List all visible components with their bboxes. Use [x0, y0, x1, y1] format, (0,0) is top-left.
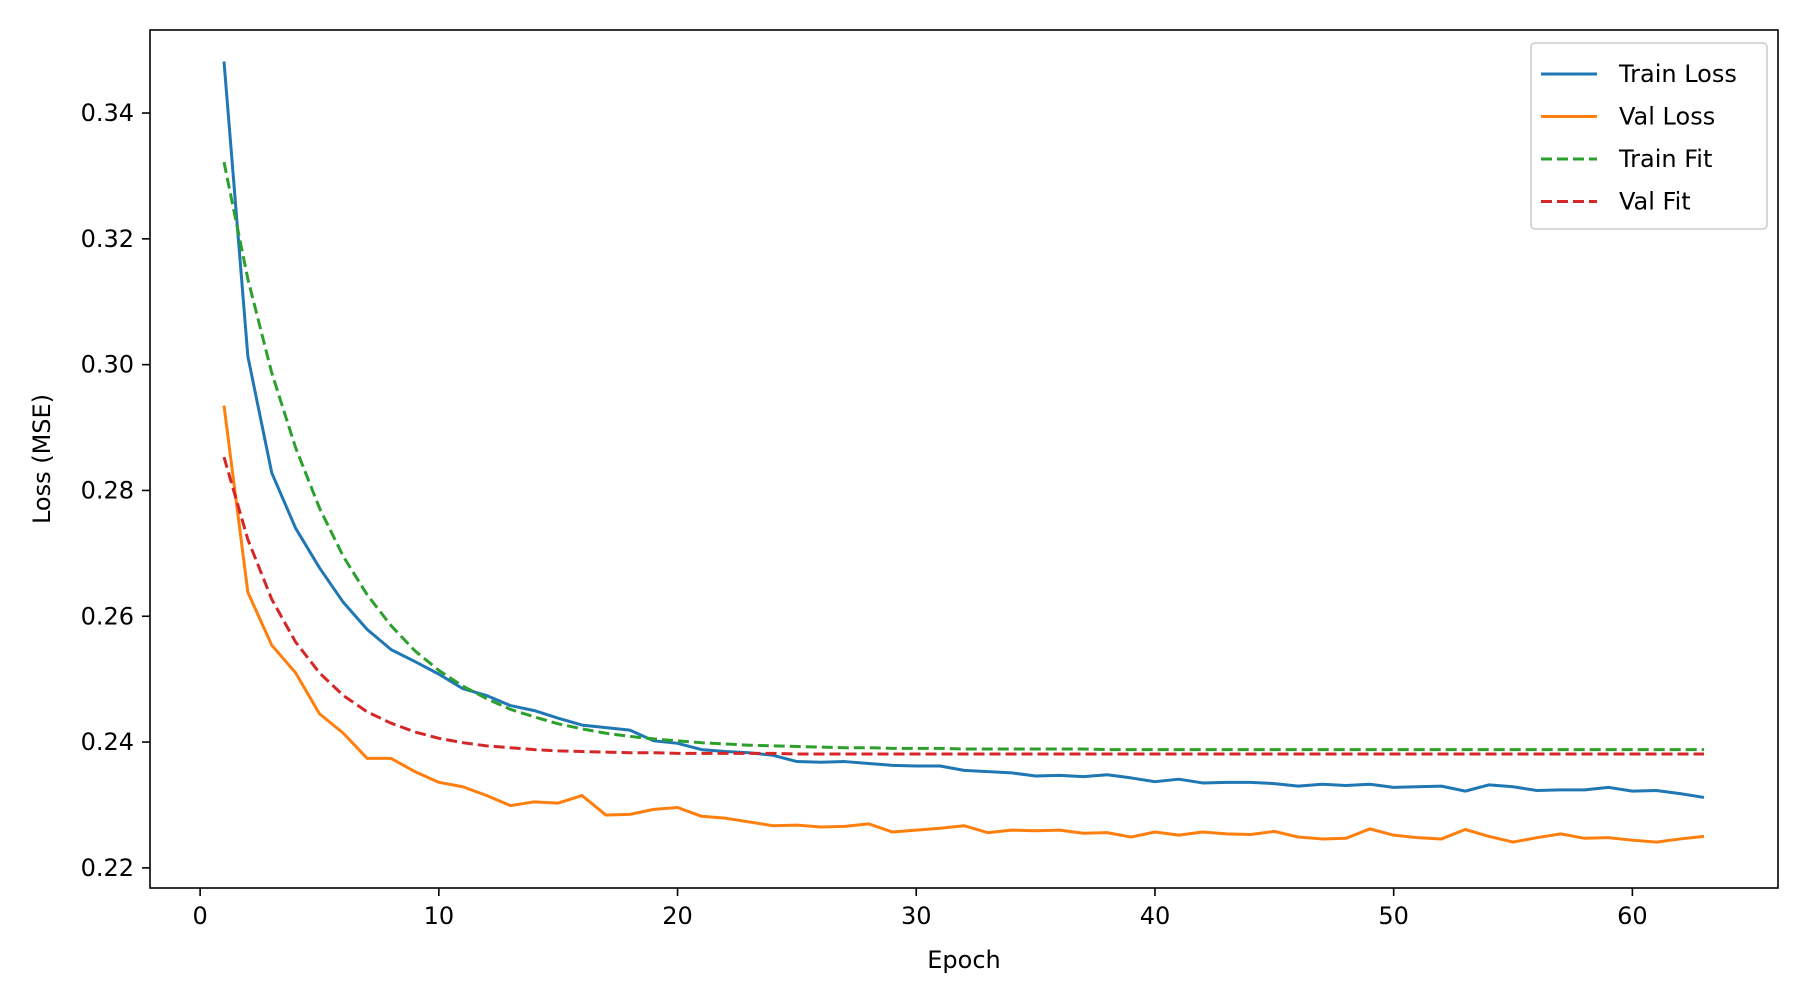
legend-label-val-loss: Val Loss: [1619, 103, 1715, 131]
legend-label-train-fit: Train Fit: [1618, 145, 1712, 173]
y-tick-label: 0.34: [81, 99, 134, 127]
y-tick-label: 0.32: [81, 225, 134, 253]
x-tick-label: 40: [1140, 902, 1171, 930]
y-axis-ticks: 0.22 0.24 0.26 0.28 0.30 0.32 0.34: [81, 99, 150, 882]
y-tick-label: 0.24: [81, 728, 134, 756]
y-tick-label: 0.22: [81, 854, 134, 882]
x-tick-label: 10: [424, 902, 455, 930]
y-tick-label: 0.26: [81, 602, 134, 630]
x-axis-ticks: 0 10 20 30 40 50 60: [192, 888, 1648, 930]
x-tick-label: 0: [192, 902, 207, 930]
legend-label-val-fit: Val Fit: [1619, 188, 1691, 216]
series-line-train-fit: [222, 161, 1704, 752]
series-line-val-fit: [222, 456, 1704, 756]
series-layer: [222, 61, 1705, 844]
y-tick-label: 0.30: [81, 351, 134, 379]
y-axis-label: Loss (MSE): [28, 394, 56, 524]
legend-label-train-loss: Train Loss: [1618, 60, 1737, 88]
y-tick-label: 0.28: [81, 476, 134, 504]
legend: Train Loss Val Loss Train Fit Val Fit: [1530, 42, 1768, 230]
x-tick-label: 50: [1378, 902, 1409, 930]
x-tick-label: 60: [1617, 902, 1648, 930]
x-tick-label: 30: [901, 902, 932, 930]
x-tick-label: 20: [662, 902, 693, 930]
plot-area-frame: [149, 29, 1779, 889]
legend-box: [1530, 42, 1768, 230]
series-line-val-loss: [222, 405, 1705, 844]
x-axis-label: Epoch: [927, 946, 1001, 974]
